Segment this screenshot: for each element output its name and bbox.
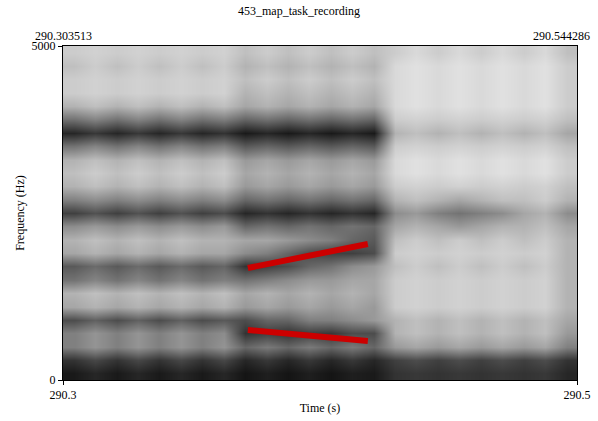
svg-text:Frequency (Hz): Frequency (Hz) (13, 175, 27, 251)
svg-text:453_map_task_recording: 453_map_task_recording (238, 4, 360, 18)
svg-text:290.3: 290.3 (50, 388, 77, 402)
svg-text:290.303513: 290.303513 (35, 29, 92, 43)
svg-text:290.544286: 290.544286 (533, 29, 590, 43)
svg-text:290.5: 290.5 (564, 388, 591, 402)
svg-text:0: 0 (50, 373, 56, 387)
svg-text:5000: 5000 (32, 39, 56, 53)
svg-text:Time (s): Time (s) (300, 401, 341, 415)
